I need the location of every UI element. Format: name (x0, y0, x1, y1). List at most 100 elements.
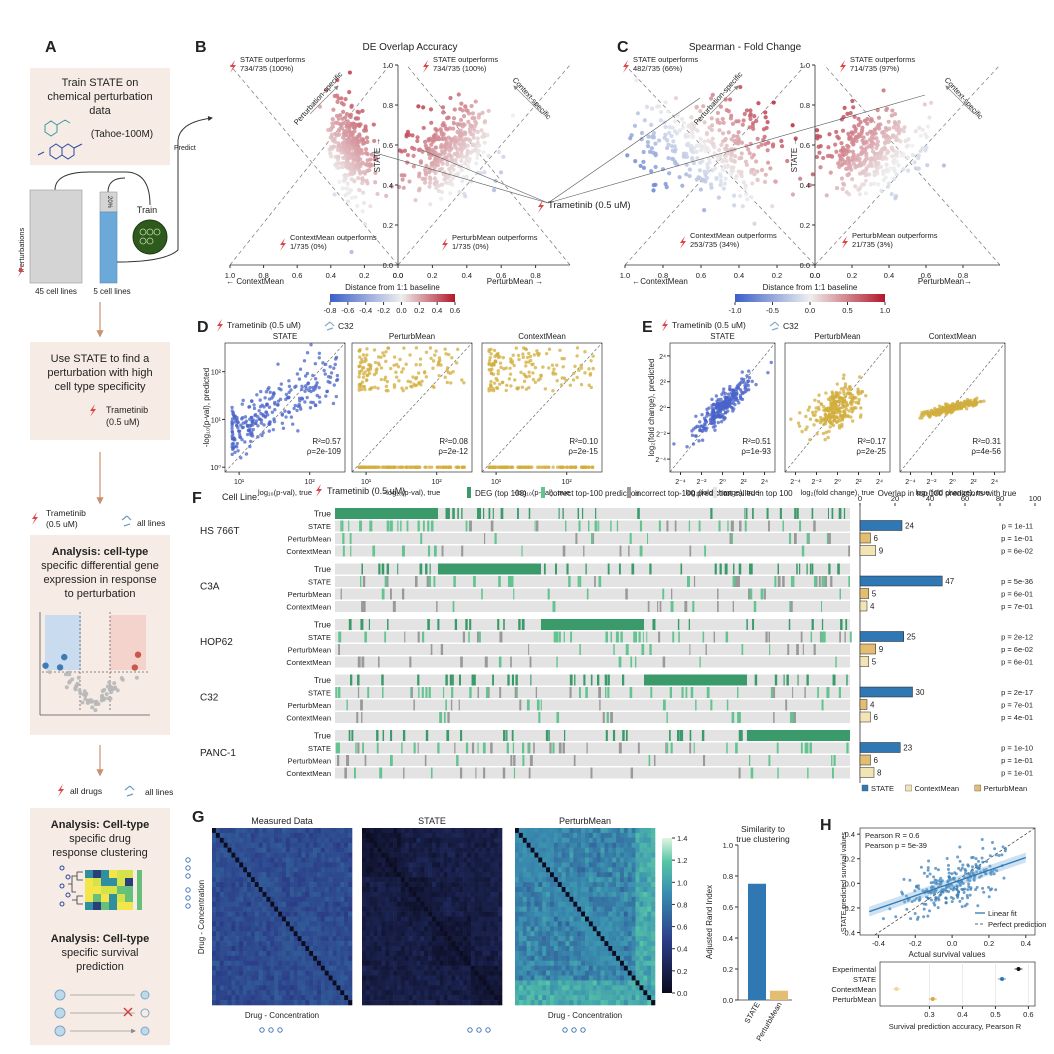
heatmap-cell (305, 946, 310, 952)
illustration-dot (422, 370, 427, 374)
illustration-dot (729, 153, 734, 158)
gene-stripe (543, 563, 546, 575)
heatmap-cell (340, 877, 345, 883)
y-tick-label: 0.4 (800, 181, 810, 190)
gene-stripe (545, 730, 548, 741)
gene-stripe (430, 767, 433, 779)
gene-stripe (826, 687, 830, 698)
gene-stripe (726, 742, 728, 754)
illustration-dot (886, 184, 891, 189)
illustration-dot (634, 78, 639, 83)
heatmap-cell (317, 887, 322, 893)
heatmap-cell (301, 872, 306, 878)
illustration-dot (482, 170, 487, 175)
gene-stripe (777, 576, 781, 587)
heatmap-cell (293, 857, 298, 863)
value-label: 24 (905, 522, 914, 531)
illustration-dot (564, 465, 569, 469)
illustration-dot (840, 396, 845, 400)
illustration-dot (752, 221, 757, 226)
heatmap-cell (317, 857, 322, 863)
illustration-dot (369, 387, 373, 391)
illustration-dot (714, 402, 719, 407)
bar (859, 631, 904, 642)
illustration-dot (740, 370, 744, 374)
heatmap-cell (336, 891, 341, 898)
illustration-dot (766, 370, 770, 375)
illustration-dot (745, 374, 749, 378)
volcano-dot (119, 675, 124, 680)
gene-stripe (731, 712, 735, 723)
illustration-dot (357, 465, 362, 469)
heatmap-cell (285, 906, 291, 912)
heatmap-cell (317, 911, 322, 917)
illustration-dot (982, 399, 986, 403)
illustration-dot (236, 420, 240, 425)
illustration-dot (498, 361, 503, 365)
heatmap-cell (215, 896, 221, 903)
illustration-dot (353, 149, 358, 154)
illustration-dot (718, 409, 723, 413)
heatmap-cell (317, 837, 322, 844)
heatmap-cell (231, 946, 236, 952)
illustration-dot (335, 99, 340, 105)
illustration-dot (359, 387, 364, 392)
illustration-dot (248, 444, 252, 449)
illustration-dot (905, 168, 911, 173)
illustration-dot (446, 370, 451, 375)
heatmap-row (335, 631, 850, 643)
heatmap-cell (250, 882, 256, 888)
illustration-dot (808, 417, 813, 421)
gene-stripe (797, 674, 799, 686)
gene-stripe (729, 533, 732, 544)
illustration-dot (886, 119, 891, 124)
heatmap-cell (235, 882, 240, 888)
heatmap-cell (254, 847, 259, 853)
gene-stripe (653, 619, 656, 630)
gene-stripe (737, 576, 740, 587)
heatmap-cell (235, 842, 240, 848)
heatmap-cell (282, 911, 287, 917)
gene-stripe (473, 674, 476, 686)
volcano-region (45, 615, 81, 670)
heatmap-cell (328, 891, 333, 898)
illustration-dot (708, 417, 713, 421)
heatmap-cell (258, 950, 263, 957)
illustration-dot (579, 465, 584, 469)
heatmap-cell (313, 828, 318, 834)
illustration-dot (384, 359, 388, 364)
heatmap-cell (247, 911, 252, 917)
heatmap-cell (212, 936, 217, 942)
illustration-dot (815, 432, 819, 436)
heatmap-cell (317, 842, 322, 848)
illustration-dot (899, 153, 905, 158)
illustration-dot (731, 165, 736, 170)
heatmap-cell (305, 877, 310, 883)
heatmap-cell (212, 896, 217, 903)
illustration-dot (869, 162, 874, 167)
stat-label: ρ=2e-25 (856, 447, 886, 456)
illustration-dot (762, 179, 768, 185)
gene-stripe (782, 520, 784, 532)
illustration-dot (417, 380, 421, 385)
heatmap-cell (320, 887, 326, 893)
heatmap-cell (262, 911, 267, 917)
gene-stripe (381, 674, 384, 686)
illustration-dot (873, 161, 878, 166)
illustration-dot (831, 419, 836, 423)
label: Analysis: Cell-type (51, 933, 149, 945)
heatmap-cell (309, 877, 314, 883)
heatmap-cell (212, 946, 217, 952)
gene-stripe (822, 631, 825, 643)
heatmap-cell (285, 946, 291, 952)
y-tick-label: 2² (660, 380, 667, 387)
illustration-dot (646, 134, 651, 139)
illustration-dot (838, 391, 842, 395)
heatmap-cell (289, 862, 294, 868)
drug-icon (18, 264, 24, 277)
illustration-dot (350, 132, 355, 138)
heatmap-cell (348, 931, 353, 937)
gene-stripe (622, 674, 624, 686)
gene-stripe (340, 520, 342, 532)
illustration-dot (332, 144, 337, 149)
